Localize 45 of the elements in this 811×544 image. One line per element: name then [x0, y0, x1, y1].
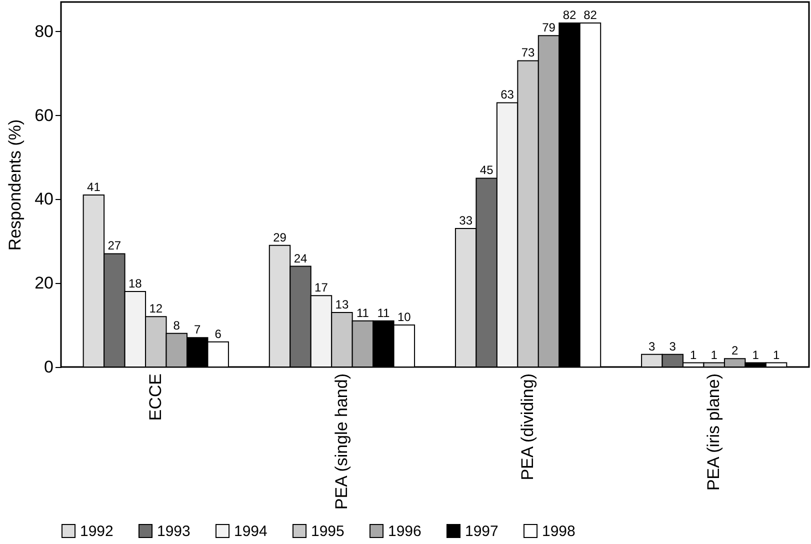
data-label: 63 — [500, 88, 514, 102]
data-label: 2 — [731, 344, 738, 358]
y-tick-label: 60 — [34, 106, 54, 125]
legend-label: 1995 — [311, 522, 344, 540]
y-tick-label: 20 — [34, 274, 54, 293]
data-label: 79 — [542, 20, 556, 35]
y-tick-label: 40 — [34, 190, 54, 209]
legend-label: 1992 — [80, 522, 114, 540]
data-label: 13 — [335, 297, 349, 312]
data-label: 1 — [752, 348, 760, 362]
data-label: 33 — [459, 214, 473, 228]
y-tick-label: 80 — [34, 22, 54, 41]
x-tick-label: PEA (dividing) — [518, 374, 538, 480]
data-label: 45 — [480, 163, 494, 178]
data-label: 10 — [397, 310, 412, 324]
x-tick-label: PEA (single hand) — [332, 374, 351, 510]
data-label: 24 — [294, 251, 308, 266]
data-label: 41 — [87, 180, 101, 194]
data-label: 1 — [690, 348, 698, 362]
legend-label: 1993 — [157, 522, 190, 540]
legend-label: 1997 — [465, 522, 498, 540]
data-label: 29 — [273, 230, 287, 244]
data-label: 1 — [710, 348, 718, 362]
legend-label: 1994 — [234, 522, 268, 540]
x-tick-label: PEA (iris plane) — [704, 374, 724, 491]
data-label: 12 — [149, 302, 163, 316]
data-label: 11 — [377, 306, 390, 320]
legend-label: 1996 — [388, 522, 422, 540]
data-label: 8 — [173, 318, 180, 332]
data-label: 18 — [128, 276, 142, 290]
data-label: 82 — [562, 8, 576, 22]
data-label: 73 — [521, 46, 536, 60]
data-label: 7 — [194, 322, 202, 337]
data-label: 6 — [214, 326, 222, 341]
y-tick-label: 0 — [44, 358, 54, 376]
data-label: 3 — [648, 339, 656, 354]
data-label: 27 — [108, 238, 122, 253]
data-label: 11 — [356, 306, 370, 320]
data-label: 17 — [314, 280, 328, 295]
data-label: 3 — [669, 339, 676, 354]
y-axis-title: Respondents (%) — [6, 119, 25, 251]
legend-label: 1998 — [542, 522, 576, 540]
data-label: 82 — [584, 8, 598, 22]
data-label: 1 — [772, 348, 780, 362]
x-tick-label: ECCE — [146, 374, 165, 421]
